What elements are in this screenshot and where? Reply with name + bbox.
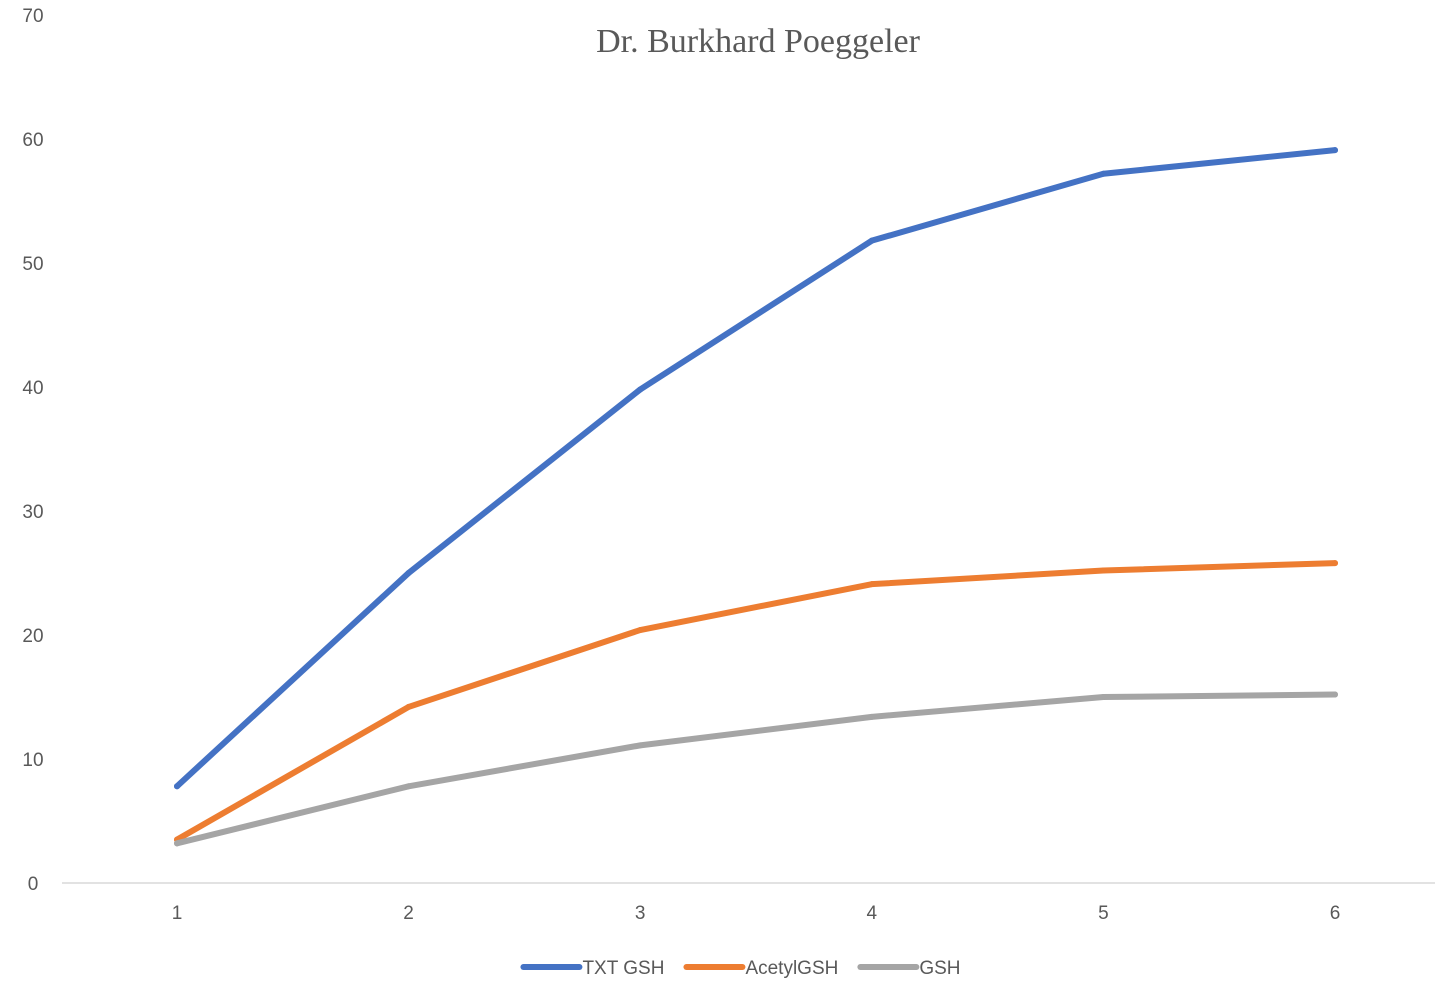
- y-tick-label: 30: [22, 502, 43, 523]
- legend-label: TXT GSH: [582, 958, 664, 979]
- y-tick-label: 70: [22, 6, 43, 27]
- legend: TXT GSH AcetylGSH GSH: [520, 958, 961, 979]
- series-lines: [174, 147, 1338, 847]
- data-point: [868, 581, 875, 588]
- x-tick-label: 1: [172, 903, 183, 924]
- y-tick-label: 10: [22, 750, 43, 771]
- y-tick-label: 40: [22, 378, 43, 399]
- series-line-txt-gsh: [174, 147, 1338, 790]
- y-tick-label: 60: [22, 130, 43, 151]
- data-point: [637, 386, 644, 393]
- data-point: [637, 742, 644, 749]
- data-point: [174, 840, 180, 847]
- data-point: [868, 237, 875, 244]
- data-point: [405, 570, 412, 576]
- series-line-gsh: [174, 691, 1338, 847]
- x-tick-label: 5: [1098, 903, 1109, 924]
- data-point: [1100, 694, 1107, 700]
- x-tick-label: 4: [867, 903, 878, 924]
- x-tick-label: 3: [635, 903, 646, 924]
- x-tick-label: 2: [403, 903, 414, 924]
- y-axis-ticks: 0 10 20 30 40 50 60 70: [22, 6, 43, 895]
- data-point: [174, 783, 180, 790]
- x-axis-ticks: 1 2 3 4 5 6: [172, 903, 1341, 924]
- data-point: [1100, 170, 1107, 177]
- y-tick-label: 0: [28, 874, 39, 895]
- data-point: [1100, 567, 1107, 574]
- x-tick-label: 6: [1330, 903, 1341, 924]
- chart-title: Dr. Burkhard Poeggeler: [596, 23, 921, 60]
- data-point: [405, 783, 412, 790]
- legend-label: AcetylGSH: [745, 958, 838, 979]
- data-point: [868, 713, 875, 720]
- y-tick-label: 50: [22, 254, 43, 275]
- data-point: [1332, 147, 1338, 154]
- data-point: [637, 627, 644, 634]
- data-point: [1332, 691, 1338, 698]
- data-point: [1332, 560, 1338, 567]
- legend-label: GSH: [919, 958, 960, 979]
- series-line-acetylgsh: [174, 560, 1338, 843]
- data-point: [405, 703, 412, 710]
- y-tick-label: 20: [22, 626, 43, 647]
